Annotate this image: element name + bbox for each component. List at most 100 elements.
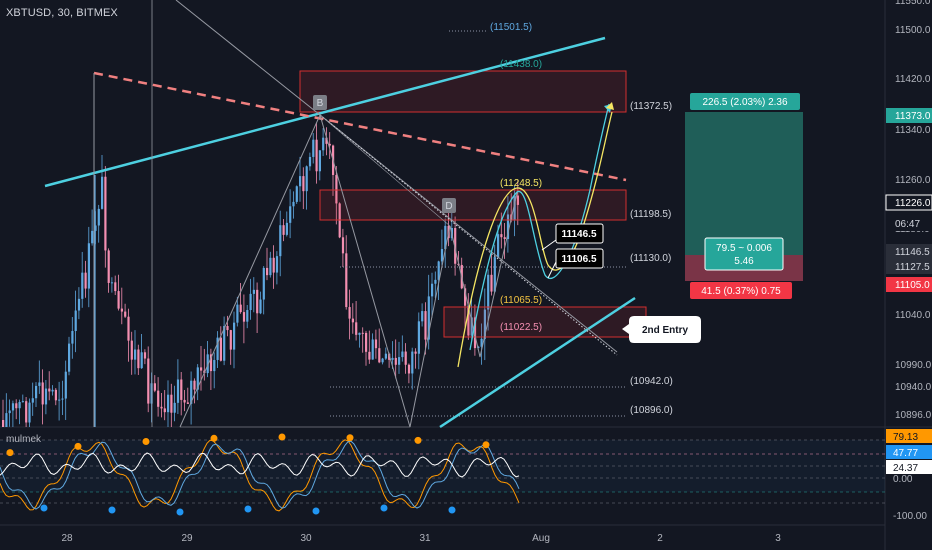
projection-path-cyan[interactable] [469,103,610,351]
candle-body [454,228,457,264]
callout-11146-label: 11146.5 [561,229,596,240]
oscillator-dot [244,505,252,513]
ratio-label-box [704,237,784,271]
marker-d[interactable]: D [442,198,456,213]
time-label: 30 [300,533,312,544]
candle-body [292,201,295,207]
price-badge: 11373.0 [886,108,932,123]
callout-11106[interactable]: 11106.5 [547,248,604,279]
candle-body [473,317,477,349]
level-label: (10942.0) [630,376,673,387]
oscillator-dot [176,508,184,516]
oscillator-dot [74,442,82,450]
candle-body [18,401,21,409]
long-position-tool[interactable]: 226.5 (2.03%) 2.36 79.5 ~ 0.006 5.46 41.… [685,93,803,299]
candle-body [401,351,404,358]
candle-body [167,394,170,413]
candle-body [137,349,140,369]
price-tick-label: 11500.0 [895,25,931,36]
candle-body [223,326,226,361]
oscillator-dot [312,507,320,515]
time-label: 31 [419,533,431,544]
candle-body [107,250,110,283]
candle-body [140,352,143,369]
candle-body [143,352,147,359]
indicator-name[interactable]: mulmek [6,434,42,445]
oscillator-dot [108,506,116,514]
candle-body [249,293,252,311]
candle-body [101,176,104,209]
candle-body [84,272,87,289]
oscillator-dot [210,434,218,442]
oscillator-dot [142,437,150,445]
price-tick-label: 10896.0 [895,410,932,421]
level-label: (10896.0) [630,405,673,416]
dotted-diagonal-line[interactable] [319,114,618,356]
candle-body [285,222,288,235]
projection-arrow-yellow [606,102,614,110]
price-badge: 11146.5 [886,244,932,259]
oscillator-fast [0,439,520,512]
candle-body [480,338,483,347]
ascending-trendline-upper[interactable] [44,36,606,188]
candle-body [186,402,189,404]
candle-body [269,257,272,276]
candle-body [157,390,160,407]
candle-body [312,139,315,157]
callout-2nd-entry[interactable]: 2nd Entry [622,316,701,343]
candle-body [8,410,11,414]
candle-body [503,237,506,240]
candle-body [493,257,496,292]
candle-body [407,364,411,374]
projection-path-yellow[interactable] [457,111,613,368]
candle-body [421,311,424,322]
candle-body [71,331,74,344]
level-label: (11198.5) [630,209,671,220]
candle-body [374,339,378,349]
candle-body [246,310,249,322]
candle-body [513,195,516,221]
time-label: Aug [532,533,550,544]
candle-body [97,208,100,226]
price-tick-label: 11340.0 [895,125,931,136]
candle-body [173,402,176,413]
candle-body [104,176,107,251]
indicator-axis-badge: 24.37 [886,460,932,474]
position-target-area[interactable] [685,112,803,255]
candle-body [68,343,71,372]
candle-body [28,402,31,423]
harmonic-pattern[interactable] [179,113,518,428]
symbol-title[interactable]: XBTUSD, 30, BITMEX [6,7,118,19]
candle-body [91,230,94,244]
oscillator-dot [448,506,456,514]
candle-body [41,382,44,405]
candle-body [229,330,232,350]
candle-body [176,379,180,403]
candle-body [213,359,216,372]
callout-11146[interactable]: 11146.5 [541,223,604,251]
candle-body [506,214,510,240]
indicator-axis[interactable]: 79.13 47.77 24.370.00 -100.00 [886,429,932,522]
marker-b[interactable]: B [313,95,327,110]
candle-body [239,304,242,313]
marker-b-label: B [317,98,324,109]
candle-body [124,311,127,317]
harmonic-bd-line [319,114,451,227]
candle-body [388,353,391,360]
time-label: 29 [181,533,193,544]
candle-body [381,358,384,363]
supply-zone-middle[interactable] [319,189,627,221]
ascending-trendline-lower[interactable] [439,296,636,429]
candle-body [170,394,173,413]
diagonal-line[interactable] [175,0,618,353]
level-labels: (11501.5) (11438.0) (11372.5) (11248.5) (111… [490,22,673,416]
candle-body [233,322,236,350]
dashed-resistance-line[interactable] [93,71,627,182]
candle-body [371,339,374,360]
candle-body [497,234,500,258]
candle-body [464,288,467,306]
candle-body [318,150,321,172]
time-axis[interactable]: 28 29 30 31 Aug 2 3 [61,533,781,544]
